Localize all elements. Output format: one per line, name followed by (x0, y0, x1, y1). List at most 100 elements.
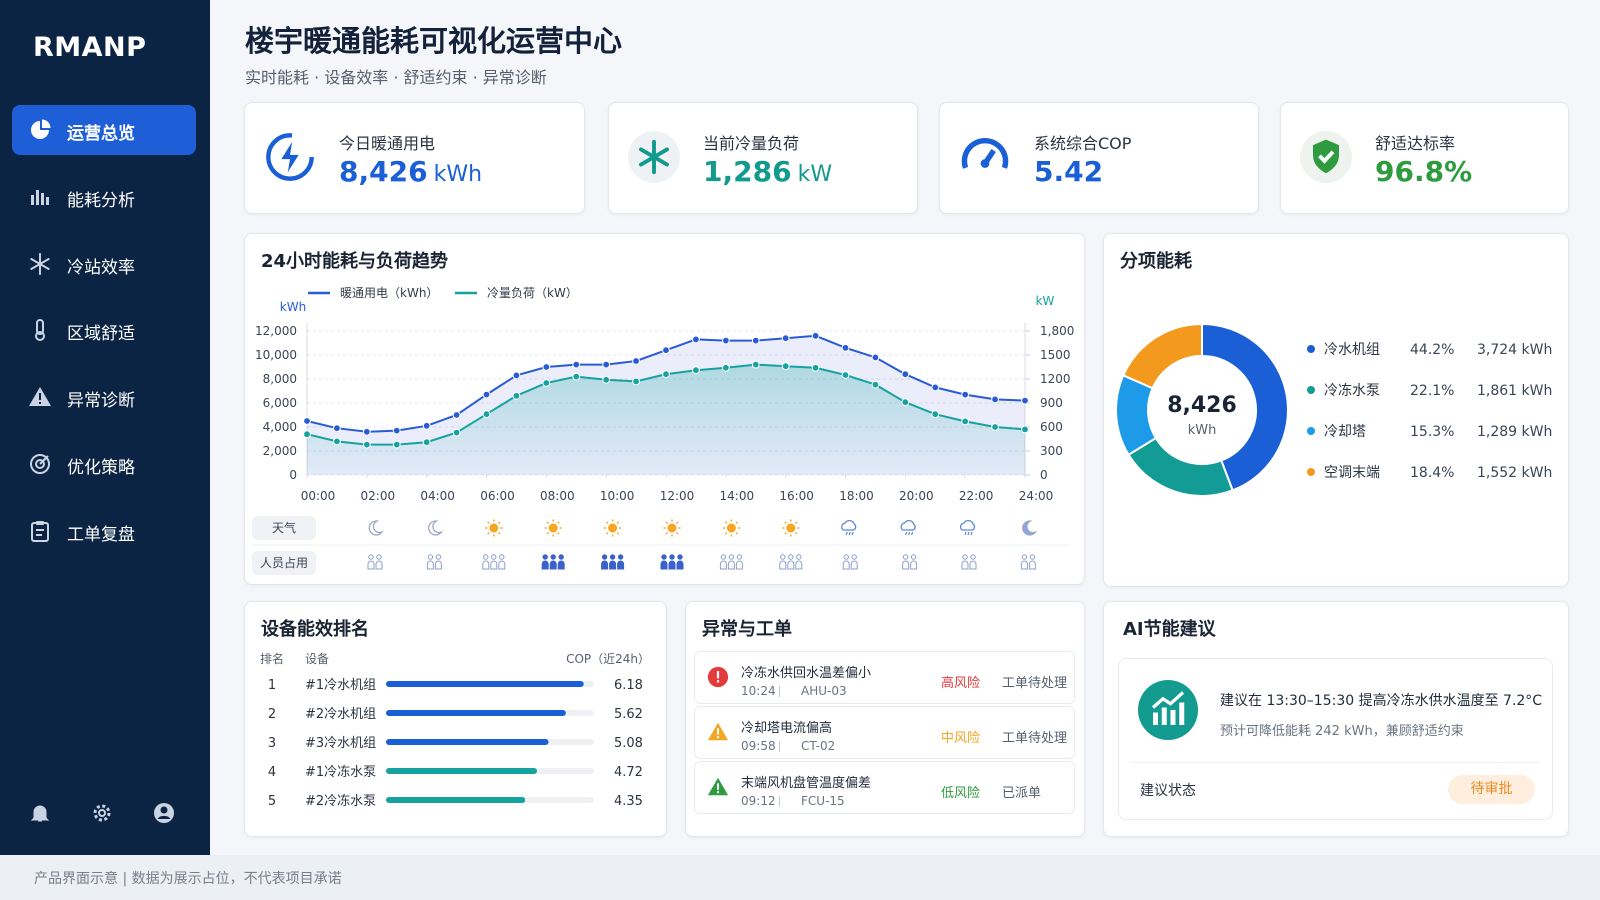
icon-shape (42, 119, 51, 128)
icon-shape (39, 455, 49, 465)
icon-shape (46, 196, 49, 205)
alert-status: 已派单 (1002, 786, 1042, 801)
nav-item[interactable]: 工单复盘 (12, 506, 196, 556)
icon-shape (39, 402, 41, 405)
card (1103, 233, 1569, 587)
toolbar-button[interactable] (152, 801, 176, 825)
icon (31, 189, 49, 205)
icon (35, 319, 45, 342)
icon-shape (961, 138, 1009, 169)
alert-status: 工单待处理 (1002, 731, 1068, 746)
icon-shape (1153, 702, 1185, 725)
icon-shape (716, 783, 720, 790)
icon-shape (30, 252, 50, 275)
alert-time: 09:12 (741, 794, 776, 808)
suggestion-effect: 预计可降低能耗 242 kWh，兼顾舒适约束 (1220, 724, 1464, 739)
nav-label: 能耗分析 (67, 190, 135, 211)
kpi-unit: kWh (433, 162, 483, 187)
icon-shape (157, 815, 171, 819)
icon-shape (31, 194, 34, 205)
kpi-value: 1,286 (703, 155, 792, 188)
alert-item[interactable]: 末端风机盘管温度偏差 09:12 FCU-15 低风险 已派单 (694, 761, 1075, 814)
chart-title: 设备能效排名 (261, 619, 369, 640)
toolbar-button[interactable] (28, 801, 52, 825)
nav-label: 区域舒适 (67, 324, 135, 345)
icon-shape (281, 141, 299, 173)
alert-title: 冷冻水供回水温差偏小 (741, 666, 872, 681)
alert-title: 末端风机盘管温度偏差 (741, 776, 872, 791)
icon-shape (266, 133, 314, 181)
icon-shape (36, 520, 44, 525)
page-title: 楼宇暖通能耗可视化运营中心 (245, 24, 623, 58)
kpi-value: 96.8% (1375, 155, 1473, 188)
kpi-label: 当前冷量负荷 (703, 134, 800, 153)
icon (29, 387, 51, 407)
icon-shape (1138, 680, 1198, 740)
alert-item[interactable]: 冷冻水供回水温差偏小 10:24 AHU-03 高风险 工单待处理 (694, 651, 1075, 704)
chart-title: 分项能耗 (1120, 251, 1192, 272)
icon-shape (93, 804, 111, 822)
icon-shape (98, 809, 106, 817)
nav-label: 异常诊断 (67, 391, 135, 412)
icon-shape (980, 159, 990, 168)
icon (707, 777, 729, 796)
icon-shape (30, 454, 50, 474)
status-pill[interactable]: 待审批 (1448, 775, 1535, 804)
icon-shape (1170, 710, 1176, 725)
icon-shape (160, 806, 168, 814)
icon-shape (30, 805, 50, 822)
kpi-unit: kW (797, 162, 833, 187)
card (244, 102, 585, 214)
nav-item[interactable]: 异常诊断 (12, 372, 196, 422)
separator (779, 741, 780, 752)
icon (707, 722, 729, 741)
alert-status: 工单待处理 (1002, 676, 1068, 691)
alert-device: AHU-03 (801, 684, 847, 698)
icon-shape (36, 189, 39, 205)
divider (1130, 762, 1539, 763)
risk-tag: 高风险 (941, 676, 981, 691)
icon (1300, 131, 1352, 183)
alert-item[interactable]: 冷却塔电流偏高 09:58 CT-02 中风险 工单待处理 (694, 706, 1075, 759)
icon-shape (1318, 150, 1335, 164)
nav-item[interactable]: 优化策略 (12, 439, 196, 489)
card-title: 异常与工单 (702, 619, 792, 640)
nav-item[interactable]: 冷站效率 (12, 239, 196, 289)
icon (961, 138, 1009, 169)
icon (628, 131, 680, 183)
icon-shape (1151, 691, 1185, 709)
alert-device: CT-02 (801, 739, 836, 753)
chart-title: 24小时能耗与负荷趋势 (261, 251, 449, 272)
icon-shape (716, 671, 720, 679)
status-label: 建议状态 (1140, 783, 1196, 799)
icon-shape (1153, 712, 1158, 725)
icon (1138, 680, 1198, 740)
icon-shape (31, 521, 49, 542)
separator (779, 796, 780, 807)
alert-title: 冷却塔电流偏高 (741, 721, 833, 736)
card (608, 102, 918, 214)
page-subtitle: 实时能耗 · 设备效率 · 舒适约束 · 异常诊断 (245, 68, 547, 87)
icon (31, 119, 51, 139)
icon (30, 454, 50, 474)
logo: RMANP (33, 32, 147, 63)
icon-shape (31, 121, 49, 139)
card (244, 233, 1085, 585)
kpi-value-row: 8,426 kWh (339, 155, 482, 188)
nav-item[interactable]: 能耗分析 (12, 172, 196, 222)
nav-item[interactable]: 区域舒适 (12, 305, 196, 355)
icon-shape (36, 319, 44, 336)
alert-time: 10:24 (741, 684, 776, 698)
nav-item[interactable]: 运营总览 (12, 105, 196, 155)
icon-shape (30, 257, 50, 270)
footer-text: 产品界面示意 | 数据为展示占位，不代表项目承诺 (34, 871, 342, 887)
icon-shape (716, 791, 720, 794)
toolbar-button[interactable] (90, 801, 114, 825)
footer: 产品界面示意 | 数据为展示占位，不代表项目承诺 (0, 855, 1600, 900)
icon-shape (716, 736, 720, 739)
alert-device: FCU-15 (801, 794, 845, 808)
kpi-value-row: 1,286 kW (703, 155, 832, 188)
kpi-value-row: 5.42 (1034, 155, 1103, 188)
nav-label: 冷站效率 (67, 257, 135, 278)
